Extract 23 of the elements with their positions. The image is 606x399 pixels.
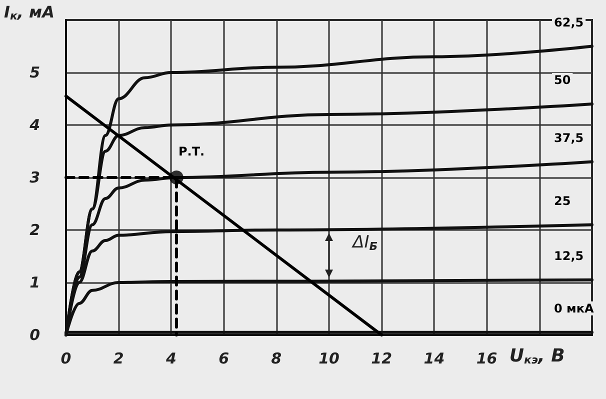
series-label: 0 мкА xyxy=(554,301,594,316)
y-tick-label: 2 xyxy=(30,221,40,239)
x-tick-label: 6 xyxy=(218,350,230,368)
x-tick-label: 14 xyxy=(424,350,445,368)
y-tick-label: 4 xyxy=(28,116,40,134)
x-axis-title: Uкэ, В xyxy=(509,346,565,366)
y-tick-label: 5 xyxy=(30,64,40,82)
x-tick-label: 12 xyxy=(371,350,392,368)
x-tick-label: 0 xyxy=(60,350,72,368)
x-tick-label: 8 xyxy=(271,350,282,368)
series-label: 50 xyxy=(554,73,571,87)
y-tick-label: 0 xyxy=(30,326,40,344)
series-label: 37,5 xyxy=(554,130,584,145)
x-tick-label: 2 xyxy=(113,350,124,368)
x-tick-label: 4 xyxy=(164,350,176,368)
y-tick-label: 1 xyxy=(30,274,40,292)
y-tick-label: 3 xyxy=(30,168,40,186)
series-label: 62,5 xyxy=(554,15,584,30)
x-tick-label: 16 xyxy=(476,350,498,368)
series-label: 12,5 xyxy=(554,248,584,263)
annotation: Р.Т. xyxy=(178,144,205,158)
x-tick-label: 10 xyxy=(318,350,340,368)
series-label: 25 xyxy=(554,194,571,208)
